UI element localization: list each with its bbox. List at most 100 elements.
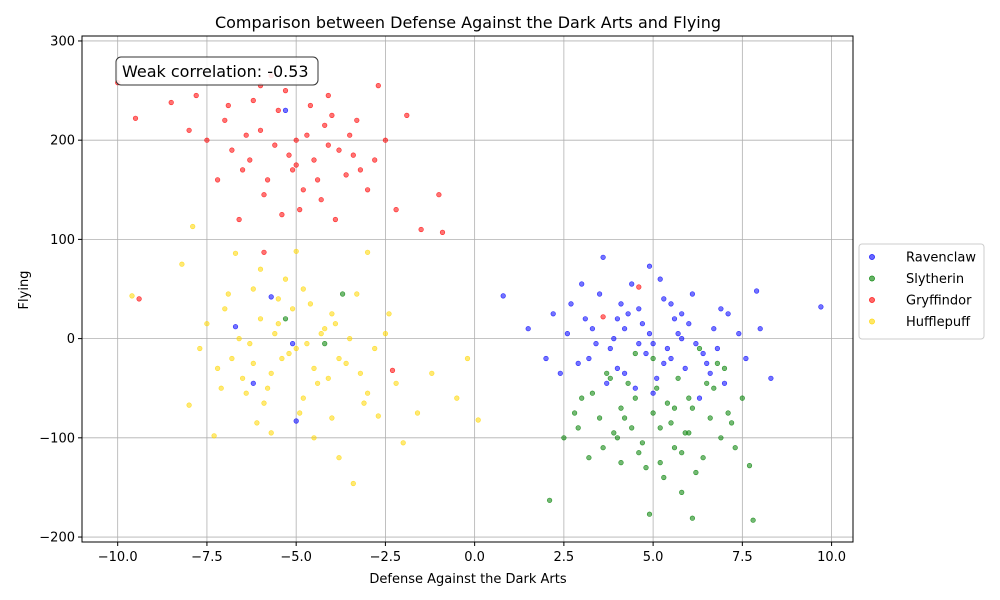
data-point: [372, 157, 378, 163]
data-point: [315, 177, 321, 183]
data-point: [550, 311, 556, 317]
data-point: [325, 92, 331, 99]
data-point: [757, 326, 763, 332]
data-point: [596, 291, 603, 297]
x-tick-label: −2.5: [370, 550, 402, 565]
data-point: [293, 162, 299, 168]
y-tick-label: 0: [67, 332, 75, 347]
data-point: [300, 395, 306, 401]
data-point: [215, 177, 221, 183]
data-point: [439, 229, 446, 235]
data-point: [329, 415, 335, 421]
data-point: [725, 311, 731, 317]
data-point: [657, 276, 663, 282]
data-point: [329, 112, 335, 118]
data-point: [589, 326, 596, 332]
legend-marker: [869, 275, 875, 282]
data-point: [600, 254, 606, 260]
data-point: [596, 415, 603, 421]
data-point: [418, 226, 424, 233]
data-point: [190, 223, 196, 230]
data-point: [632, 395, 638, 401]
data-point: [675, 331, 681, 337]
data-point: [311, 157, 317, 163]
data-point: [300, 286, 306, 292]
data-point: [297, 207, 303, 213]
data-point: [343, 360, 349, 367]
legend-items: Ravenclaw Slytherin Gryffindor Hufflepuff: [869, 251, 976, 330]
data-point: [718, 306, 724, 312]
data-point: [354, 291, 360, 297]
data-point: [268, 294, 274, 300]
data-point: [132, 115, 139, 121]
data-point: [611, 430, 617, 436]
x-tick-label: −10.0: [98, 550, 138, 565]
data-point: [632, 350, 638, 357]
data-point: [304, 132, 310, 138]
legend-label: Hufflepuff: [906, 315, 971, 330]
data-point: [365, 187, 371, 193]
data-point: [361, 400, 367, 406]
data-point: [686, 321, 692, 327]
legend-marker: [869, 318, 875, 325]
chart-title: Comparison between Defense Against the D…: [215, 13, 721, 32]
data-point: [293, 248, 299, 254]
data-point: [621, 370, 628, 376]
data-point: [714, 345, 721, 352]
data-point: [282, 316, 289, 322]
plot-frame: [81, 35, 854, 543]
correlation-annotation: Weak correlation: -0.53: [115, 56, 319, 86]
x-axis-label: Defense Against the Dark Arts: [369, 572, 566, 587]
grid-layer: [82, 36, 853, 542]
data-point: [625, 380, 631, 386]
data-point: [265, 385, 271, 391]
data-point: [372, 345, 378, 352]
data-point: [704, 360, 710, 367]
data-point: [679, 450, 685, 456]
data-point: [525, 326, 531, 332]
data-point: [664, 400, 671, 406]
data-point: [386, 311, 392, 317]
data-point: [604, 370, 610, 376]
data-point: [629, 281, 635, 287]
data-point: [668, 355, 674, 362]
data-point: [721, 380, 728, 386]
data-point: [272, 331, 278, 337]
data-point: [240, 375, 246, 381]
data-point: [290, 167, 296, 173]
data-point: [293, 418, 299, 424]
data-point: [618, 460, 624, 466]
data-point: [311, 365, 317, 372]
data-point: [753, 288, 760, 294]
data-point: [340, 291, 346, 297]
data-point: [286, 152, 292, 158]
ticks-layer: −10.0 −7.5 −5.0 −2.5 0.0 2.5 5.0 7.5 10.0 −200 −10…: [39, 34, 846, 565]
data-point: [586, 455, 592, 461]
data-point: [186, 127, 192, 133]
data-point: [436, 192, 442, 198]
data-point: [293, 345, 299, 352]
y-tick-label: 300: [50, 34, 75, 49]
data-point: [393, 207, 399, 213]
data-point: [621, 326, 628, 332]
data-point: [604, 380, 610, 386]
data-point: [650, 355, 656, 362]
data-point: [593, 341, 599, 347]
data-point: [261, 249, 267, 255]
data-point: [282, 276, 289, 282]
data-point: [272, 142, 278, 148]
data-point: [768, 375, 774, 381]
data-point: [257, 316, 264, 322]
data-point: [247, 341, 253, 347]
data-point: [268, 370, 274, 376]
data-point: [543, 355, 549, 362]
data-point: [464, 355, 471, 362]
data-point: [318, 197, 324, 203]
data-point: [689, 291, 696, 297]
data-point: [236, 336, 242, 342]
data-point: [279, 355, 285, 362]
data-point: [215, 365, 221, 372]
data-point: [682, 365, 688, 372]
points-layer: [115, 73, 824, 523]
data-point: [639, 321, 646, 327]
